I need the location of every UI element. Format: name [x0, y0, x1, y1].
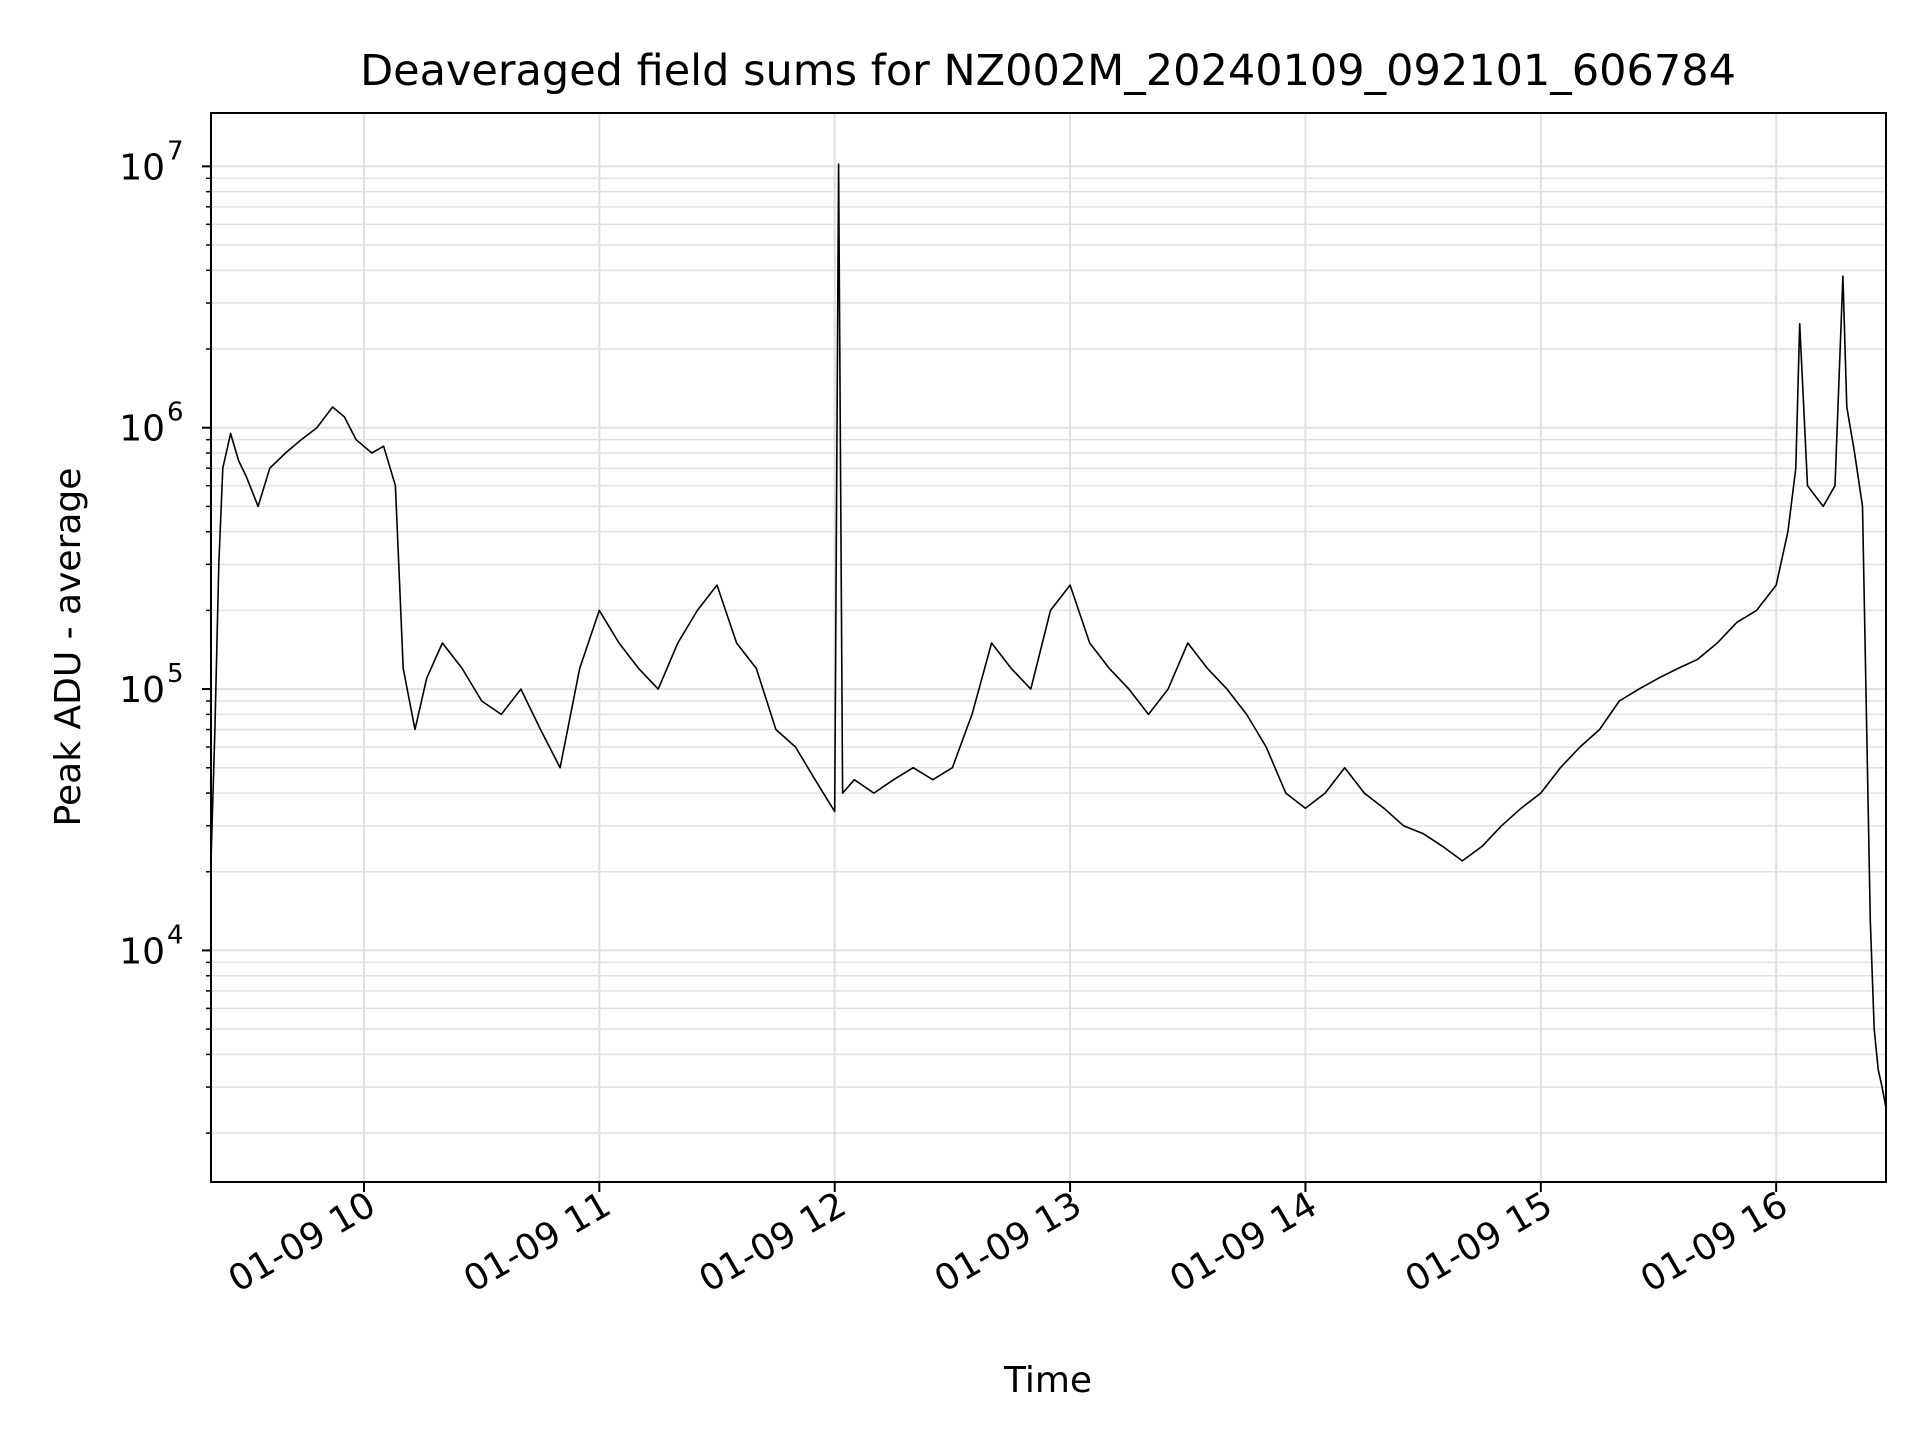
y-tick-label: 10: [119, 147, 165, 188]
x-axis-label: Time: [1003, 1360, 1092, 1401]
series-line: [210, 163, 1887, 1108]
y-tick-label-exponent: 7: [167, 136, 184, 166]
y-axis-label: Peak ADU - average: [48, 468, 89, 827]
chart-title: Deaveraged field sums for NZ002M_2024010…: [360, 46, 1736, 96]
y-tick-label-exponent: 6: [167, 398, 184, 428]
y-tick-label: 10: [119, 931, 165, 972]
y-tick-label-exponent: 4: [167, 920, 184, 950]
grid: [211, 113, 1886, 1182]
y-tick-label: 10: [119, 409, 165, 450]
plot-frame: [210, 112, 1887, 1183]
y-tick-label: 10: [119, 670, 165, 711]
y-tick-label-exponent: 5: [167, 659, 184, 689]
plot-lines: [210, 163, 1887, 1108]
